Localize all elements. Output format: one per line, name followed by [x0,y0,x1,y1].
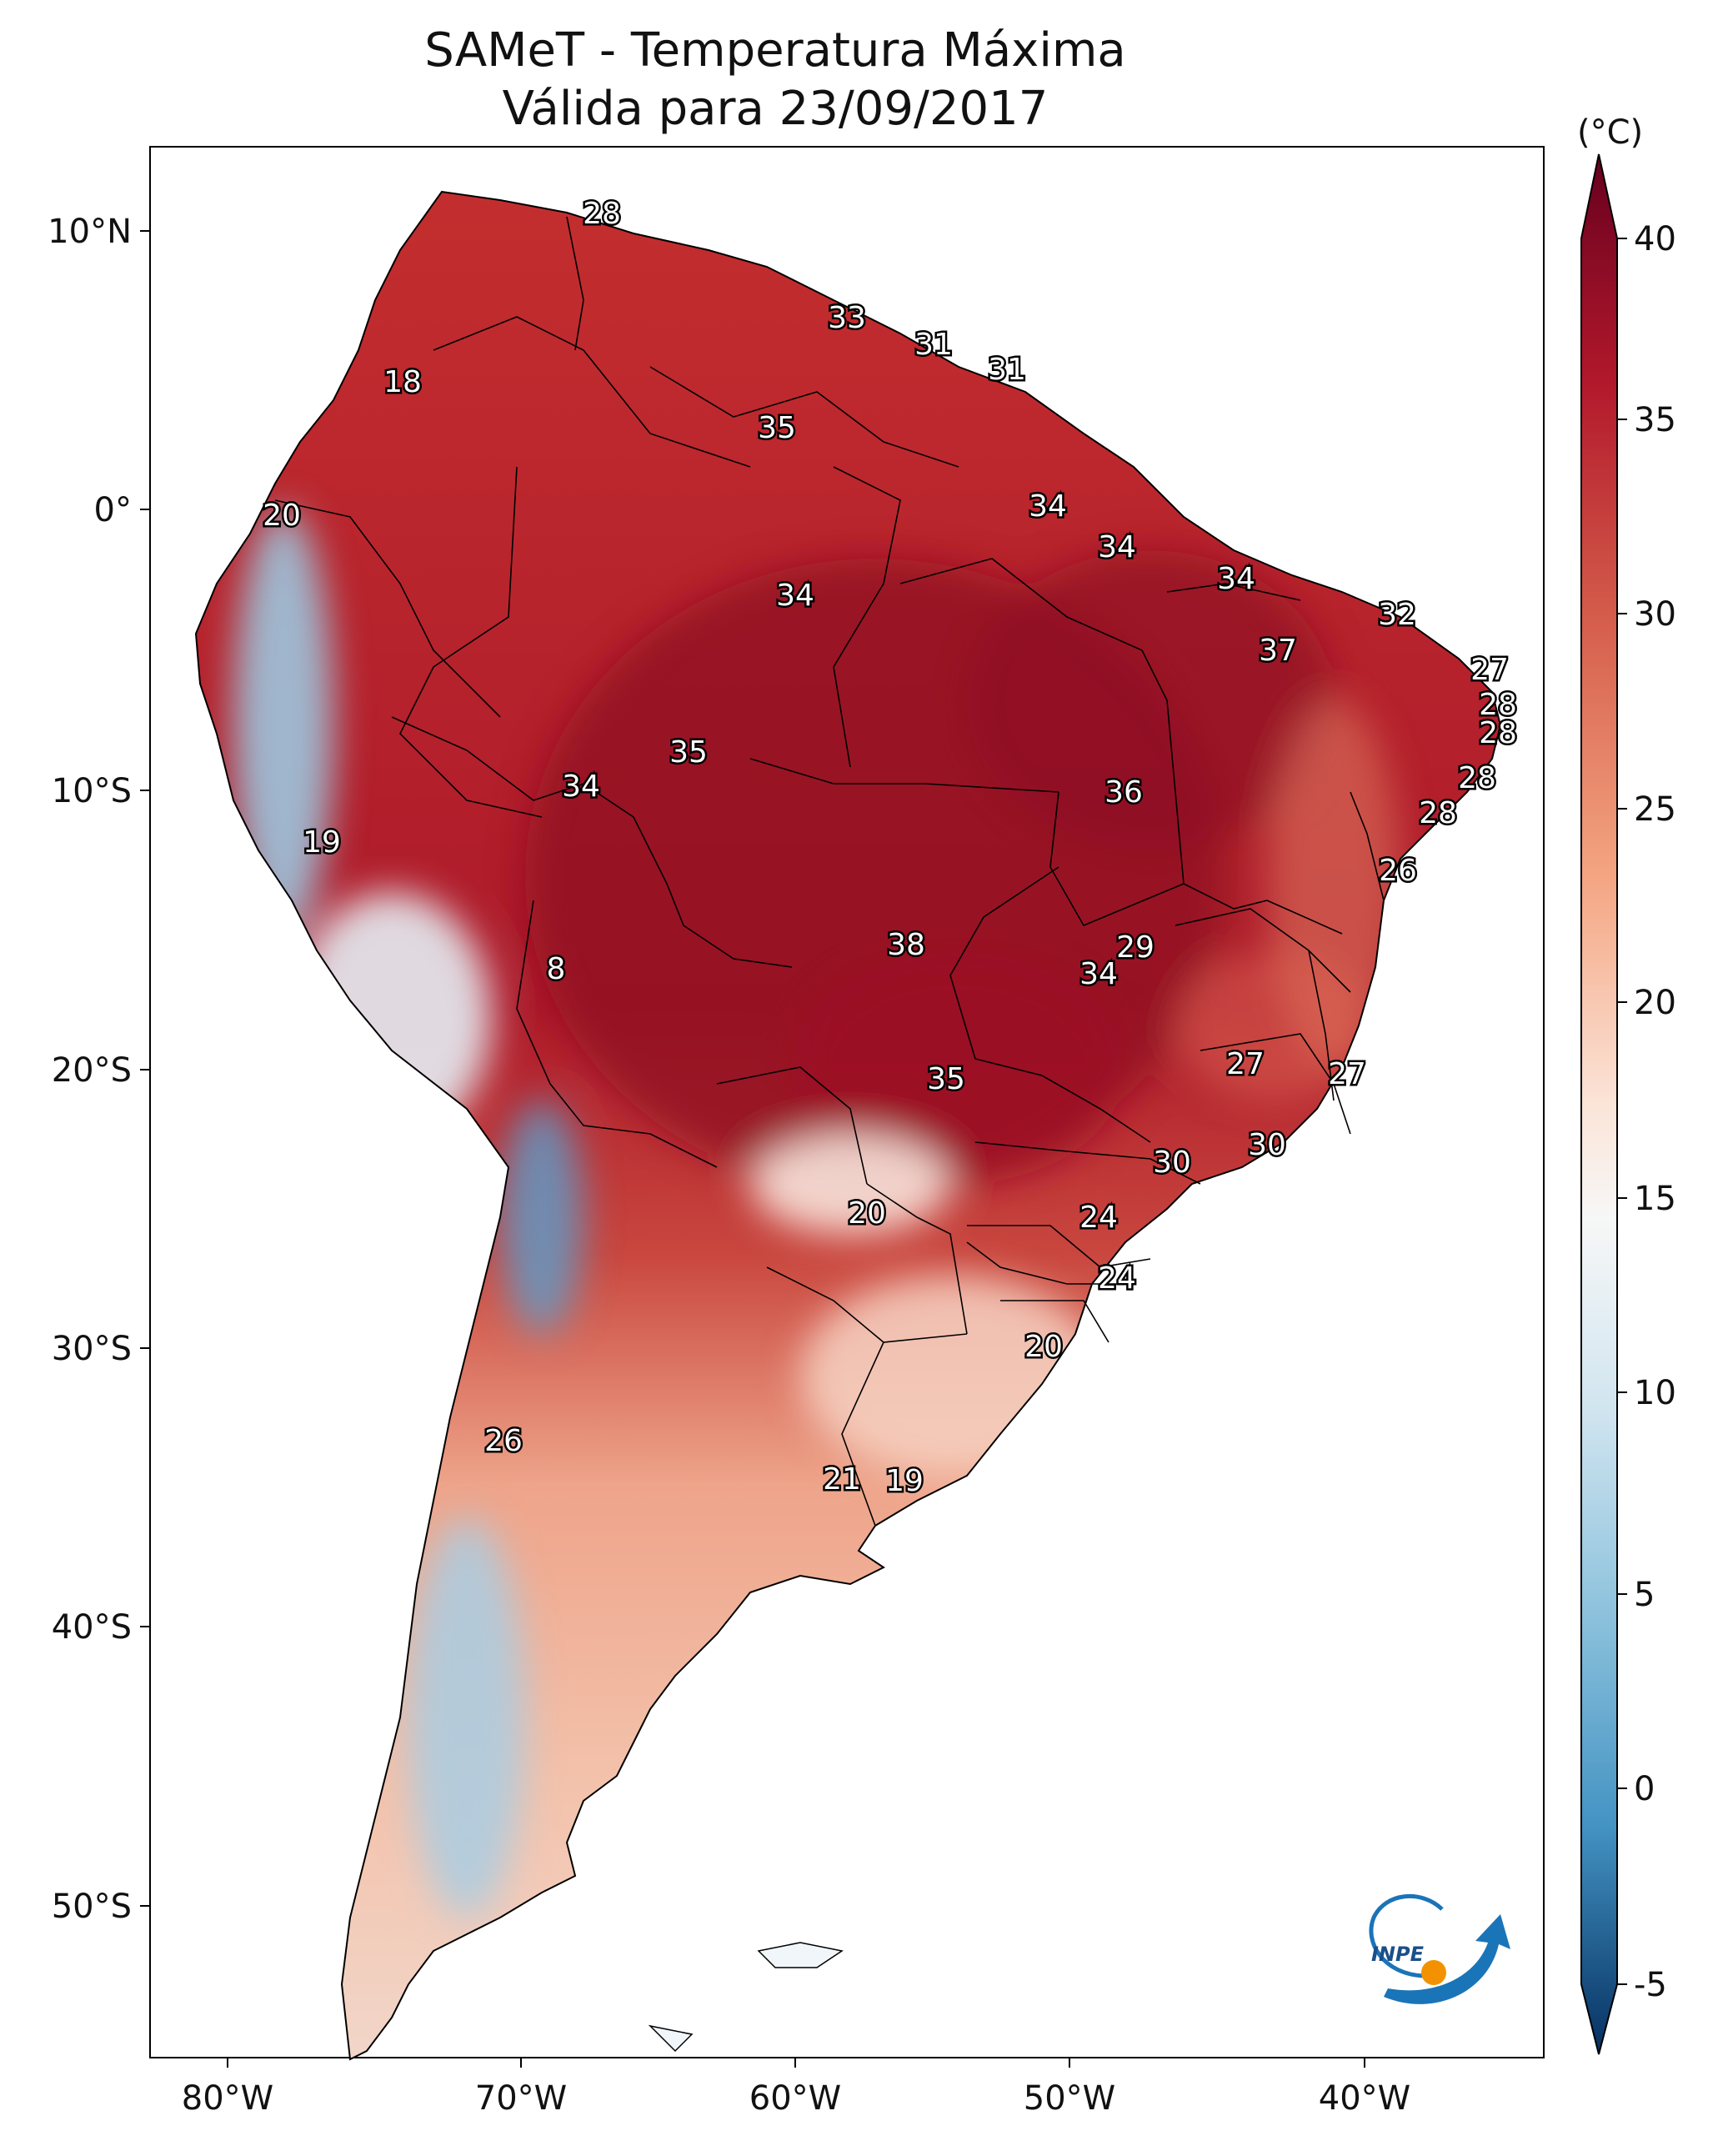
colorbar-tick-label: 40 [1634,220,1676,258]
map-title: SAMeT - Temperatura Máxima [424,23,1126,78]
temp-label: 36 [1104,775,1143,810]
colorbar-tick-label: -5 [1634,1966,1667,2004]
temp-label: 27 [1226,1047,1265,1081]
temperature-labels: 28 33 31 31 18 35 20 34 34 34 34 32 37 2… [261,195,1520,1501]
colorbar: 40 35 30 25 20 15 10 5 0 -5 (°C) [1577,113,1676,2055]
colorbar-tick-label: 30 [1634,595,1676,634]
colorbar-tick-label: 15 [1634,1180,1676,1218]
temp-label: 34 [1079,957,1118,991]
temp-label: 38 [887,928,925,962]
temp-label: 26 [484,1424,523,1458]
map-subtitle: Válida para 23/09/2017 [502,82,1049,136]
colorbar-tick-label: 0 [1634,1770,1655,1808]
temp-label: 31 [988,353,1026,387]
temp-label: 29 [1116,930,1155,965]
temp-label: 28 [1479,688,1517,722]
temp-label: 20 [848,1196,886,1231]
temp-label: 19 [303,825,341,860]
temp-label: 24 [1098,1261,1136,1296]
temp-label: 35 [669,735,708,770]
lat-tick-label: 10°S [52,772,132,810]
lon-tick-label: 60°W [749,2079,841,2118]
lon-tick-label: 40°W [1319,2079,1410,2118]
temp-label: 32 [1378,598,1416,632]
colorbar-tick-label: 25 [1634,790,1676,829]
temp-label: 34 [1029,489,1067,524]
lon-tick-label: 80°W [182,2079,273,2118]
temp-label: 21 [823,1462,861,1497]
temp-label: 35 [758,411,796,445]
axis-ticks [140,230,1365,2068]
lat-tick-label: 10°N [48,213,132,251]
lat-tick-label: 50°S [52,1888,132,1926]
temp-label: 34 [1098,530,1136,564]
temp-label: 28 [1458,761,1496,795]
lat-tick-label: 30°S [52,1330,132,1368]
colorbar-tick-label: 20 [1634,984,1676,1022]
temp-label: 28 [1479,716,1517,750]
temp-label: 35 [927,1062,965,1096]
islands [648,1942,844,2053]
temp-label: 33 [828,301,866,335]
lon-tick-label: 70°W [475,2079,567,2118]
lat-tick-label: 20°S [52,1051,132,1090]
lon-tick-label: 50°W [1024,2079,1115,2118]
temp-label: 28 [1419,796,1457,830]
temp-label: 34 [776,579,814,613]
temp-label: 26 [1379,854,1417,888]
logo-text: INPE [1371,1943,1425,1966]
temp-label: 27 [1470,653,1509,687]
political-borders [274,216,1385,1527]
temp-label: 30 [1153,1146,1191,1180]
temp-label: 24 [1079,1201,1118,1235]
colorbar-tick-label: 35 [1634,401,1676,439]
inpe-logo: INPE [1369,1893,1510,2004]
temp-label: 34 [1217,562,1255,596]
colorbar-tick-label: 5 [1634,1576,1655,1614]
temp-label: 18 [383,365,422,399]
lat-tick-label: 40°S [52,1608,132,1647]
temp-label: 20 [263,499,301,533]
temp-label: 31 [914,328,953,362]
temp-label: 19 [885,1464,924,1498]
temp-label: 37 [1259,634,1297,668]
colorbar-unit: (°C) [1577,113,1643,152]
temp-label: 30 [1248,1128,1286,1162]
temp-label: 27 [1328,1057,1366,1091]
colorbar-tick-label: 10 [1634,1374,1676,1412]
temp-label: 8 [547,952,566,986]
lat-tick-label: 0° [94,491,132,529]
temp-label: 28 [583,197,621,231]
temp-label: 20 [1024,1330,1063,1364]
temp-label: 34 [562,770,600,804]
